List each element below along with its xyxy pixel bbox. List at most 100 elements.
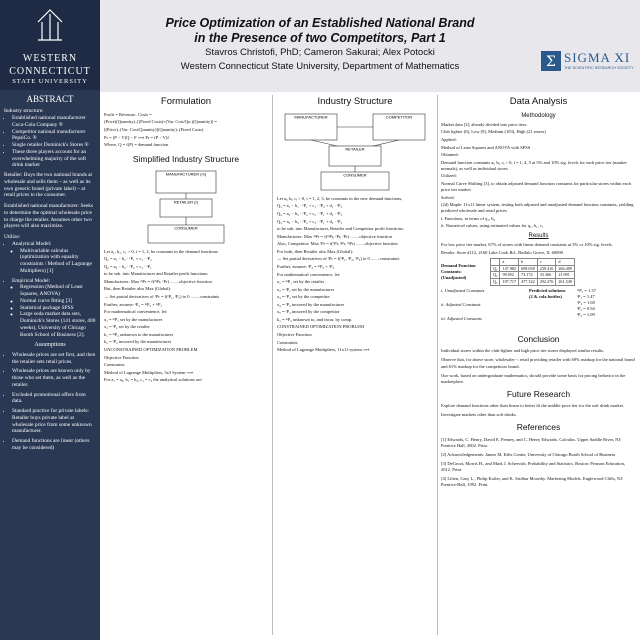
sigma-icon: Σ: [541, 51, 561, 71]
text-line: Applied:: [441, 137, 457, 143]
text-line: → Set partial derivatives of ʳPr = f(ʳP₁…: [104, 294, 220, 300]
paragraph: Industry structure:: [4, 108, 44, 115]
bullet: Standard practice for private labels: Re…: [12, 408, 96, 435]
diagram-label: MANUFACTURER (m): [166, 171, 207, 176]
text-line: [1] Edwards, C. Henry, David E. Penney, …: [441, 436, 622, 448]
sub-bullet: Normal curve fitting [3]: [20, 298, 96, 305]
text-line: ii. Numerical values, using estimated va…: [441, 223, 544, 229]
diagram-label: COMPETITOR: [386, 114, 413, 119]
table-cell: 99.052: [499, 271, 520, 280]
text-line: Objective Function: [277, 332, 312, 337]
bullet-label: Empirical Model:: [12, 277, 51, 284]
bullet-label: Analytical Model:: [12, 240, 52, 247]
note: ii. Adjusted Constants: [441, 301, 481, 307]
table-cell: 477.322: [518, 278, 538, 286]
bullet: Analytical Model:Multivariable calculus …: [12, 241, 96, 275]
text-line: Manufacturer: Max ᵐPr = f(ᵐPr, ʳPr, ᶜPr)…: [277, 233, 392, 239]
divider: [437, 95, 438, 635]
text-line: Q₂ = a₂ − b₂ · ʳP₂ + c₂ · ʳP₁: [104, 263, 152, 269]
sub-bullet: Statistical package SPSS: [20, 305, 96, 312]
text-line: to be sub. into Manufacturer, Retailer a…: [277, 226, 404, 232]
section-heading: Industry Structure: [317, 96, 393, 107]
text-line: i. Functions, in terms of q₁, b₂: [441, 215, 496, 221]
text-line: Further, assume: ʳP₃ = ᵐP₃ + ᶜP₃: [277, 263, 335, 269]
text-line: For a₁ = a₂, b₁ = b₂, c₁ = c₂ the analyt…: [104, 377, 203, 383]
text-line: x₅ = ʳP₃ incurred by the competitor: [277, 309, 340, 315]
bullet: Empirical Model:Regression (Method of Le…: [12, 278, 96, 339]
table-row: Q₃ 197.717 477.322 292.276 261.549: [489, 278, 575, 286]
text-line: x₁ = ᵐP₁ set by the retailer: [277, 279, 325, 285]
authors: Stavros Christofi, PhD; Cameron Sakurai;…: [205, 47, 435, 58]
table-cell: 197.717: [499, 278, 520, 286]
sigma-xi-tagline: THE SCIENTIFIC RESEARCH SOCIETY: [564, 66, 634, 70]
notes: i. Unadjusted Constants ii. Adjusted Cons…: [441, 288, 521, 330]
predicted-value: ʳP₂ = 0.94: [577, 305, 595, 311]
results-row: Demand Function Constants: (Unadjusted) a…: [441, 258, 636, 286]
table-cell: 73.174: [518, 271, 538, 280]
sub-bullet: Large soda market data sets, Dominick's …: [20, 311, 96, 338]
text-line: → Set partial derivatives of ʳPr = f(ʳP₁…: [277, 256, 400, 262]
predicted-value: ʳP₃ = 1.09: [577, 312, 595, 317]
text-line: Q₃ = a₃ − b₃ · ʳP₃ + c₃ · ʳP₁ + d₃ · ʳP₂: [277, 218, 343, 224]
svg-text:Σ: Σ: [546, 54, 556, 70]
text-line: k₁ = ᵐP₂ unknown to the manufacturer: [104, 331, 174, 337]
divider: [272, 95, 273, 635]
bullet: Demand functions are linear (others may …: [12, 438, 96, 452]
text-line: Method of Least Squares and ANOVA with S…: [441, 144, 531, 150]
text-line: Results: Store #112, 2160 Lake Cook Rd.,…: [441, 250, 563, 255]
sub-bullet: Regression (Method of Least Squares, ANO…: [20, 284, 96, 298]
text-line: k₁ = ᵐP₃ unknown to, and incur. by comp.: [277, 316, 353, 322]
table-cell: [489, 258, 501, 266]
text-line: For mathematical convenience, let:: [277, 271, 341, 277]
text-line: x₄ = ʳP₂ incurred by the manufacturer: [277, 301, 345, 307]
section-heading: Future Research: [506, 388, 571, 399]
bullet: Excluded promotional offers from data.: [12, 392, 96, 406]
text-line: Individual stores within the club-lighte…: [441, 348, 605, 354]
text-line: k₂ = ʳP₂ incurred by the manufacturer: [104, 339, 172, 345]
table-cell: c: [536, 258, 557, 266]
diagram-label: RETAILER (r): [174, 199, 199, 204]
text-line: x₁ = ᵐP₁ set by the manufacturer: [104, 316, 163, 322]
sub-list: Regression (Method of Least Squares, ANO…: [12, 284, 96, 338]
text-line: Demand function constants aᵢ, bᵢ, cᵢ > 0…: [441, 159, 627, 171]
text-line: x₂ = ʳP₁ set by the manufacturer: [277, 286, 335, 292]
text-line: Further, assume: ʳP₂ = ᵐP₂ + ᵐP₁: [104, 301, 163, 307]
table-row: Q₂ 99.052 73.174 33.366 21.991: [489, 271, 575, 280]
table-cell: Q₁: [489, 264, 501, 273]
results-row: i. Unadjusted Constants ii. Adjusted Cons…: [441, 288, 636, 330]
diagram-label: RETAILER: [345, 146, 364, 151]
sub-list: Multivariable calculus (optimization wit…: [12, 248, 96, 275]
university-logo: WESTERN CONNECTICUT STATE UNIVERSITY: [0, 0, 100, 90]
text-line: to be sub. into Manufacturer and Retaile…: [104, 271, 209, 277]
logo-text: WESTERN: [22, 53, 78, 64]
text-line: CONSTRAINED OPTIMIZATION PROBLEM: [277, 324, 365, 330]
industry-column: Industry Structure MANUFACTURER COMPETITOR…: [277, 94, 433, 355]
table-cell: 266.409: [555, 264, 575, 273]
title: in the Presence of two Competitors, Part…: [194, 31, 446, 45]
text-line: (Price)(Quantity)–[(Fixed Costs)+(Var. C…: [104, 119, 217, 125]
constants-table: a b c d Q₁ 147.982 699.058 239.416 266.409 Q₂ 99.0…: [489, 258, 575, 286]
table-cell: Q₃: [489, 278, 501, 286]
data-column: Data Analysis Methodology Market data [2],…: [441, 94, 636, 491]
text-line: Explore demand functions other than line…: [441, 403, 624, 409]
text-line: Q₁ = a₁ − b₁ · ʳP₁ + c₁ · ʳP₂ + d₁ · ʳP₃: [277, 203, 343, 209]
predicted-values: ᵐP₁ = 1.37 ʳP₁ = 1.47 ᶜP₂ = 1.69 ʳP₂ = 0.94…: [577, 288, 596, 330]
text-line: [2] Acknowledgements: James M. Kilts Cen…: [441, 451, 616, 457]
table-cell: 261.549: [555, 278, 575, 286]
diagram-label: CONSUMER: [174, 225, 197, 230]
table-cell: 147.982: [499, 264, 520, 273]
header: Price Optimization of an Established Nat…: [100, 0, 640, 92]
subsection-heading: Methodology: [521, 112, 556, 119]
text-line: For both, then Retailer also Max (Global…: [277, 248, 354, 254]
bullet: Competitor national manufacturer PepsiCo…: [12, 129, 96, 143]
table-cell: b: [518, 258, 538, 266]
text-line: Q₁ = a₁ − b₁ · ʳP₁ + c₁ · ʳP₂: [104, 256, 152, 262]
simple-diagram: MANUFACTURER (m) RETAILER (r) CONSUMER: [147, 170, 225, 243]
bullet-list: Analytical Model:Multivariable calculus …: [4, 241, 96, 339]
bullet: These three players account for an overw…: [12, 149, 96, 169]
bullet-list: Established national manufacturer Coca-C…: [4, 115, 96, 169]
table-cell: Q₂: [489, 271, 501, 280]
table-label: Demand Function Constants: (Unadjusted): [441, 262, 476, 280]
